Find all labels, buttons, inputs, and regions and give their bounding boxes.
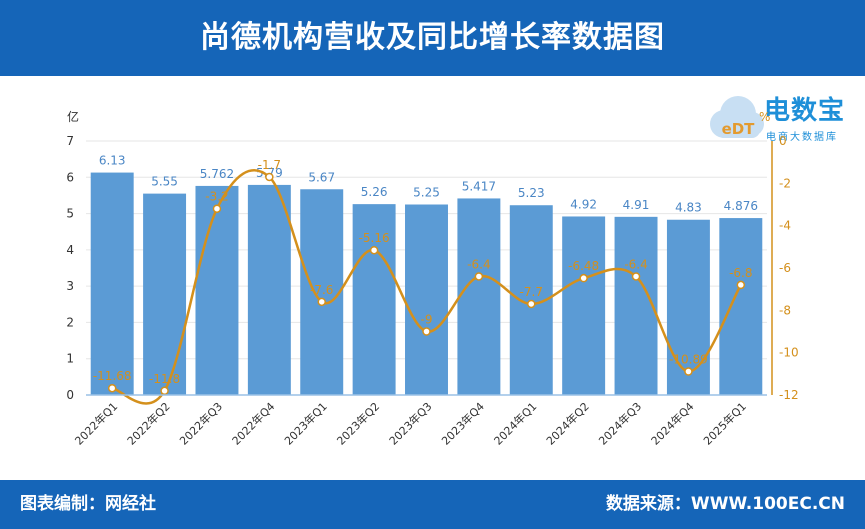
x-tick-label: 2023年Q2	[334, 399, 383, 448]
x-tick-label: 2022年Q1	[72, 399, 121, 448]
bar	[405, 204, 448, 395]
bar-value-label: 6.13	[99, 154, 126, 168]
bar-value-label: 4.92	[570, 197, 597, 211]
logo-name: 电数宝	[764, 96, 846, 126]
left-tick-label: 1	[66, 352, 74, 366]
x-tick-label: 2024年Q3	[596, 399, 645, 448]
growth-rate-label: -5.16	[359, 231, 390, 245]
bar	[195, 185, 239, 395]
footer-credit: 图表编制：网经社	[20, 494, 156, 514]
x-tick-label: 2023年Q1	[281, 399, 330, 448]
x-tick-label: 2025年Q1	[700, 399, 749, 448]
bar	[143, 193, 187, 395]
growth-rate-point	[317, 297, 326, 307]
bar-value-label: 5.26	[361, 185, 388, 199]
growth-rate-label: -7.7	[520, 285, 543, 299]
footer-source: 数据来源：WWW.100EC.CN	[605, 494, 845, 514]
right-tick-label: -4	[779, 219, 791, 233]
growth-rate-point	[631, 272, 641, 281]
growth-rate-label: -3.2	[205, 190, 228, 204]
cloud-logo-icon: eDT	[710, 96, 764, 138]
x-tick-label: 2022年Q4	[229, 399, 278, 448]
growth-rate-point	[265, 172, 274, 182]
left-tick-label: 5	[66, 207, 74, 221]
x-tick-label: 2024年Q2	[543, 399, 592, 448]
right-tick-label: -2	[779, 176, 791, 190]
growth-rate-label: -6.48	[568, 259, 599, 273]
growth-rate-label: -11.68	[93, 369, 132, 383]
right-tick-label: -6	[779, 261, 791, 275]
left-tick-label: 2	[66, 315, 74, 329]
bar	[614, 216, 658, 395]
bar-value-label: 5.55	[151, 175, 178, 189]
bar-value-label: 5.23	[518, 186, 545, 200]
x-tick-label: 2024年Q1	[491, 399, 540, 448]
bar	[90, 172, 134, 395]
left-axis-unit: 亿	[67, 109, 79, 124]
growth-rate-point	[160, 386, 169, 396]
growth-rate-point	[474, 272, 484, 281]
right-tick-label: -10	[779, 346, 799, 360]
footer-bar: 图表编制：网经社 数据来源：WWW.100EC.CN	[0, 480, 865, 529]
bar	[719, 218, 763, 395]
bar	[247, 184, 291, 395]
page-title: 尚德机构营收及同比增长率数据图	[200, 20, 665, 55]
bar-value-label: 4.83	[675, 201, 702, 215]
growth-rate-label: -7.6	[310, 283, 333, 297]
right-tick-label: -8	[779, 303, 791, 317]
growth-rate-point	[684, 367, 693, 376]
growth-rate-point	[422, 327, 431, 336]
header-bar: 尚德机构营收及同比增长率数据图	[0, 0, 865, 76]
bar	[666, 219, 710, 395]
bar-value-label: 4.91	[623, 198, 650, 212]
x-tick-label: 2023年Q3	[386, 399, 435, 448]
left-tick-label: 7	[66, 134, 74, 148]
x-tick-label: 2023年Q4	[438, 399, 487, 448]
growth-rate-label: -6.4	[624, 257, 647, 271]
right-tick-label: -12	[779, 388, 799, 402]
growth-rate-label: -10.89	[669, 353, 708, 367]
growth-rate-point	[212, 204, 222, 213]
bar-value-label: 5.67	[308, 170, 335, 184]
x-tick-label: 2024年Q4	[648, 399, 697, 448]
logo: eDT 电数宝 电商大数据库	[706, 84, 861, 150]
growth-rate-point	[579, 273, 588, 283]
growth-rate-point	[107, 383, 117, 393]
left-tick-label: 6	[66, 170, 74, 184]
x-tick-label: 2022年Q3	[177, 399, 226, 448]
growth-rate-point	[736, 280, 746, 290]
bar-value-label: 5.417	[462, 179, 496, 193]
growth-rate-label: -6.8	[729, 266, 752, 280]
bar-value-label: 5.762	[200, 167, 234, 181]
bar	[457, 198, 501, 395]
growth-rate-label: -1.7	[258, 158, 281, 172]
right-tick-label: 0	[779, 134, 787, 148]
left-tick-label: 3	[66, 279, 74, 293]
logo-cloud-text: eDT	[722, 120, 756, 138]
bar-value-label: 4.876	[724, 199, 758, 213]
growth-rate-label: -11.8	[149, 372, 180, 386]
bar	[352, 204, 396, 395]
growth-rate-label: -6.4	[467, 257, 490, 271]
right-axis-unit: %	[759, 110, 770, 124]
bar	[562, 216, 606, 395]
bar	[300, 189, 344, 395]
logo-subtitle: 电商大数据库	[766, 132, 838, 143]
growth-rate-label: -9	[421, 313, 433, 327]
bar-value-label: 5.25	[413, 186, 440, 200]
x-tick-label: 2022年Q2	[124, 399, 173, 448]
left-tick-label: 4	[66, 243, 74, 257]
revenue-growth-chart: 6.135.555.7625.795.675.265.255.4175.234.…	[66, 109, 799, 448]
growth-rate-point	[527, 299, 536, 309]
left-tick-label: 0	[66, 388, 74, 402]
growth-rate-point	[369, 245, 379, 255]
